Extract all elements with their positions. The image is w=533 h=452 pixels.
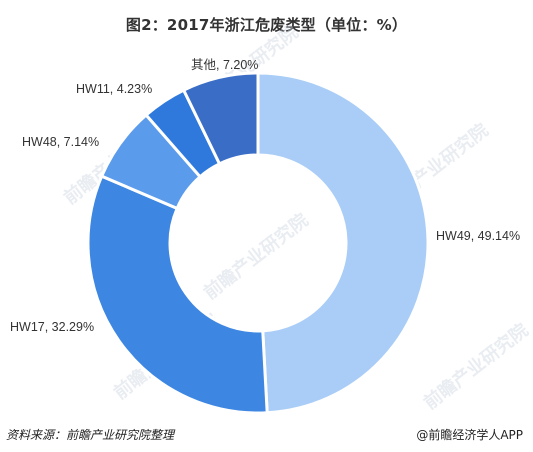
donut-slices (86, 71, 430, 415)
slice-label-hw11: HW11, 4.23% (76, 82, 152, 96)
watermark-text: 前瞻产业研究院 (420, 319, 533, 414)
slice-label-hw48: HW48, 7.14% (22, 135, 99, 149)
donut-slice-其他 (181, 71, 260, 166)
slice-label-hw49: HW49, 49.14% (436, 229, 520, 243)
chart-title: 图2：2017年浙江危废类型（单位：%） (125, 16, 408, 34)
slice-label-其他: 其他, 7.20% (191, 58, 258, 72)
source-note: 资料来源：前瞻产业研究院整理 (6, 428, 175, 442)
donut-labels: HW49, 49.14% HW17, 32.29% HW48, 7.14% HW11,… (10, 58, 520, 334)
slice-label-hw17: HW17, 32.29% (10, 320, 94, 334)
credit-note: @前瞻经济学人APP (416, 428, 523, 442)
donut-slice-hw17 (86, 174, 269, 415)
donut-slice-hw49 (256, 71, 430, 415)
watermark-text: 前瞻产业研究院 (200, 209, 313, 304)
